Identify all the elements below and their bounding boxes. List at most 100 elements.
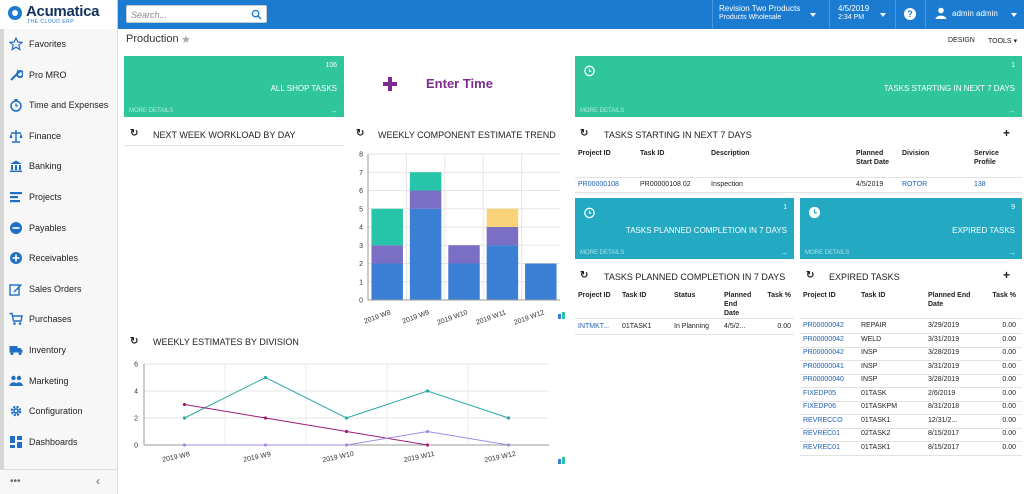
help-icon[interactable]: ? [904,8,916,20]
widget-title: EXPIRED TASKS [829,272,900,282]
business-date-selector[interactable]: 4/5/2019 2:34 PM [838,4,869,21]
sidebar-item-dashboards[interactable]: Dashboards [0,427,117,457]
row-divider [800,400,1022,402]
chevron-down-icon: ▾ [1013,38,1018,45]
add-icon[interactable]: + [1003,268,1011,282]
arrow-right-icon[interactable]: → [1008,248,1016,257]
table-link[interactable]: REVREC01 [803,430,840,437]
search-icon[interactable] [251,9,262,20]
bar-segment [409,208,442,300]
sidebar-item-projects[interactable]: Projects [0,182,117,212]
data-point [344,443,349,447]
table-link[interactable]: PR00000042 [803,335,844,343]
column-header[interactable]: Planned End Date [928,292,971,308]
x-tick-label: 2019 W8 [363,309,392,325]
sidebar-item-time-and-expenses[interactable]: Time and Expenses [0,90,117,120]
column-header[interactable]: Task ID [622,292,647,299]
tools-label: TOOLS [988,38,1012,45]
more-details-link[interactable]: MORE DETAILS [580,108,625,114]
arrow-right-icon[interactable]: → [1008,106,1016,115]
tasks-planned-completion-tile[interactable]: 1 TASKS PLANNED COMPLETION IN 7 DAYS MOR… [575,198,794,259]
sidebar-item-favorites[interactable]: Favorites [0,29,117,59]
arrow-right-icon[interactable]: → [780,248,788,257]
design-button[interactable]: DESIGN [948,37,975,44]
refresh-icon[interactable]: ↻ [806,270,815,281]
table-link[interactable]: REVRECCO [803,416,843,424]
chevron-down-icon[interactable] [880,13,886,17]
sidebar-item-receivables[interactable]: Receivables [0,243,117,273]
column-header[interactable]: Planned Start Date [856,150,890,166]
more-details-link[interactable]: MORE DETAILS [805,250,850,256]
column-header[interactable]: Task % [767,292,791,299]
table-link[interactable]: FIXEDP05 [803,389,837,397]
expired-tasks-tile[interactable]: 9 EXPIRED TASKS MORE DETAILS → [800,198,1022,259]
refresh-icon[interactable]: ↻ [130,128,139,139]
table-link[interactable]: FIXEDP06 [803,403,837,410]
column-header[interactable]: Status [674,292,696,299]
table-link[interactable]: PR00000040 [803,376,844,383]
enter-time-link[interactable]: Enter Time [380,72,520,96]
table-link[interactable]: PR00000108 [578,181,619,188]
all-shop-tasks-tile[interactable]: 106 ALL SHOP TASKS MORE DETAILS → [124,56,344,117]
column-header[interactable]: Task % [992,292,1016,299]
column-header[interactable]: Project ID [578,150,611,157]
refresh-icon[interactable]: ↻ [130,336,139,347]
more-icon[interactable]: ••• [10,476,21,487]
column-header[interactable]: Planned End Date [724,292,752,317]
favorite-star-icon[interactable]: ★ [181,34,191,46]
acumatica-logo[interactable]: Acumatica THE CLOUD ERP [0,0,118,29]
tools-button[interactable]: TOOLS ▾ [988,37,1017,45]
more-details-link[interactable]: MORE DETAILS [129,108,174,114]
more-details-link[interactable]: MORE DETAILS [580,250,625,256]
search-input[interactable]: Search... [126,5,267,23]
sidebar-item-finance[interactable]: Finance [0,121,117,151]
x-tick-label: 2019 W9 [243,451,272,464]
sidebar-item-purchases[interactable]: Purchases [0,304,117,334]
tile-count: 106 [325,62,337,69]
table-link[interactable]: ROTOR [902,181,928,188]
table-link[interactable]: PR00000042 [803,322,844,329]
table-cell: 0.00 [1002,416,1016,424]
export-chart-icon [562,312,565,319]
arrow-right-icon[interactable]: → [330,106,338,115]
chevron-down-icon[interactable] [810,13,816,17]
table-link[interactable]: 138 [974,181,986,188]
table-link[interactable]: INTMKT... [578,323,610,330]
company-selector[interactable]: Revision Two Products Products Wholesale [719,4,800,21]
y-tick-label: 4 [359,225,363,232]
bar-segment [448,263,480,300]
column-header[interactable]: Project ID [578,292,611,299]
table-cell: 4/5/2... [724,323,746,330]
sidebar-item-inventory[interactable]: Inventory [0,335,117,365]
table-link[interactable]: PR00000042 [803,349,844,356]
refresh-icon[interactable]: ↻ [580,270,589,281]
collapse-icon[interactable]: ‹ [96,474,100,488]
row-divider [575,192,1022,193]
sidebar-item-pro-mro[interactable]: Pro MRO [0,60,117,90]
column-header[interactable]: Division [902,150,930,157]
page-title: Production [126,33,179,45]
divider [829,0,830,29]
column-header[interactable]: Description [711,150,750,157]
row-divider [800,427,1022,429]
sidebar-item-banking[interactable]: Banking [0,151,117,181]
table-link[interactable]: REVREC01 [803,443,840,451]
sidebar-item-configuration[interactable]: Configuration [0,396,117,426]
refresh-icon[interactable]: ↻ [356,128,365,139]
sidebar-item-marketing[interactable]: Marketing [0,366,117,396]
refresh-icon[interactable]: ↻ [580,128,589,139]
sidebar-scrollbar[interactable] [0,29,4,469]
column-header[interactable]: Project ID [803,292,836,299]
column-header[interactable]: Service Profile [974,150,999,166]
tasks-starting-7-days-tile[interactable]: 1 TASKS STARTING IN NEXT 7 DAYS MORE DET… [575,56,1022,117]
sidebar-item-label: Dashboards [29,436,78,447]
column-header[interactable]: Task ID [640,150,665,157]
column-header[interactable]: Task ID [861,292,886,299]
table-cell: 02TASK2 [861,430,891,437]
sidebar-item-payables[interactable]: Payables [0,213,117,243]
chevron-down-icon[interactable] [1011,13,1017,17]
x-tick-label: 2019 W10 [322,451,355,465]
sidebar-item-sales-orders[interactable]: Sales Orders [0,274,117,304]
add-icon[interactable]: + [1003,126,1011,140]
table-link[interactable]: PR00000041 [803,362,844,370]
